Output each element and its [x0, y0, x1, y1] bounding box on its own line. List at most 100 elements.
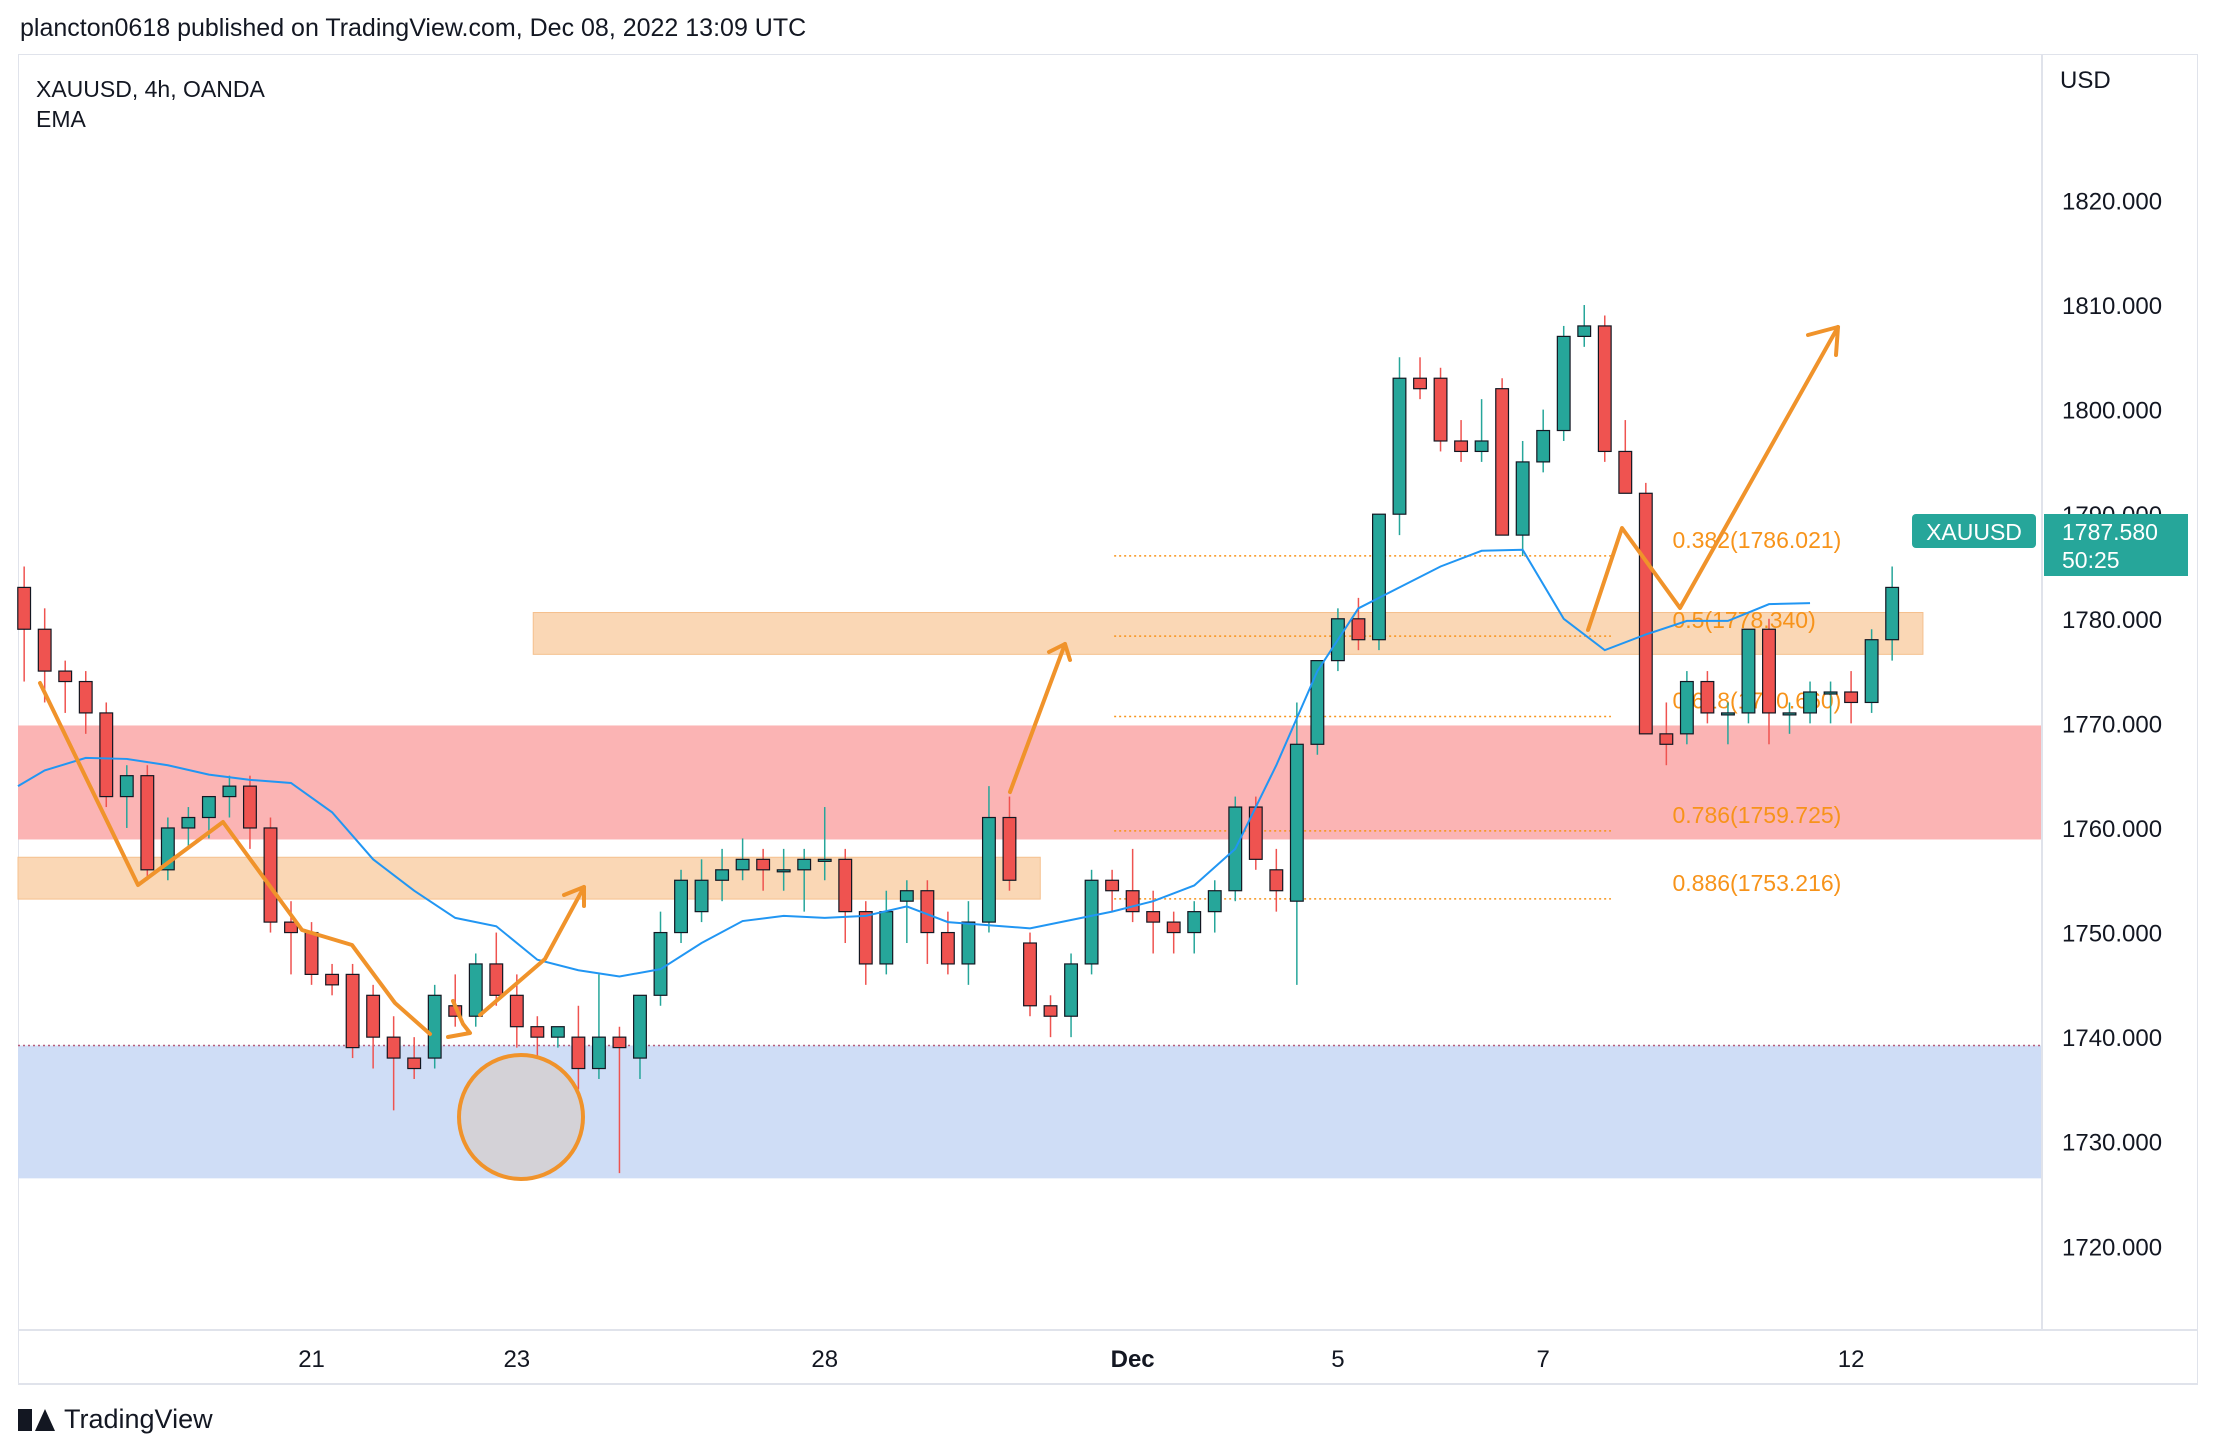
demand-zone[interactable]: [18, 1045, 2042, 1179]
candle-body[interactable]: [1454, 440, 1469, 453]
candle-body[interactable]: [386, 1036, 401, 1059]
candle-body[interactable]: [119, 775, 134, 798]
candle-body[interactable]: [1084, 879, 1099, 965]
candle-body[interactable]: [817, 858, 832, 862]
candle-body[interactable]: [99, 712, 114, 798]
candle-body[interactable]: [1700, 680, 1715, 714]
supply-zone-lower[interactable]: [17, 856, 1041, 900]
candle-body[interactable]: [612, 1036, 627, 1049]
candle-body[interactable]: [940, 931, 955, 965]
candle-body[interactable]: [1105, 879, 1120, 892]
candle-body[interactable]: [366, 994, 381, 1038]
candle-body[interactable]: [1207, 890, 1222, 913]
candle-body[interactable]: [1187, 911, 1202, 934]
candle-body[interactable]: [242, 785, 257, 829]
candle-body[interactable]: [78, 680, 93, 714]
candle-body[interactable]: [797, 858, 812, 871]
candle-body[interactable]: [222, 785, 237, 798]
candle-body[interactable]: [1372, 513, 1386, 641]
candle-body[interactable]: [633, 994, 647, 1059]
candle-body[interactable]: [1474, 440, 1489, 453]
candle-body[interactable]: [1310, 660, 1325, 745]
candle-body[interactable]: [181, 816, 196, 829]
candle-body[interactable]: [1413, 377, 1427, 390]
candle-body[interactable]: [1495, 388, 1510, 536]
candle-body[interactable]: [1002, 816, 1017, 881]
candle-body[interactable]: [1782, 712, 1797, 716]
candle-body[interactable]: [1762, 628, 1776, 714]
candle-body[interactable]: [1166, 921, 1181, 934]
time-tick-label: 5: [1331, 1346, 1344, 1373]
candle-body[interactable]: [1638, 492, 1653, 735]
candle-body[interactable]: [1885, 586, 1900, 641]
tradingview-logo[interactable]: TradingView: [18, 1404, 213, 1435]
red-zone[interactable]: [18, 725, 2042, 840]
candle-body[interactable]: [201, 795, 216, 819]
candle-body[interactable]: [1064, 963, 1079, 1017]
candle-body[interactable]: [1659, 733, 1674, 745]
candle-body[interactable]: [1536, 429, 1551, 463]
candle-body[interactable]: [1720, 712, 1735, 716]
candle-body[interactable]: [653, 931, 668, 996]
price-tick-label: 1730.000: [2062, 1130, 2162, 1157]
candle-body[interactable]: [1269, 869, 1284, 892]
symbol-info[interactable]: XAUUSD, 4h, OANDA: [36, 76, 265, 102]
candle-body[interactable]: [1289, 743, 1304, 902]
candle-body[interactable]: [735, 858, 750, 871]
candle-body[interactable]: [550, 1026, 565, 1038]
candle-body[interactable]: [1864, 639, 1879, 704]
candle-body[interactable]: [489, 963, 504, 996]
candle-body[interactable]: [694, 879, 709, 913]
tradingview-brand-text: TradingView: [64, 1404, 213, 1434]
supply-zone-upper[interactable]: [532, 612, 1924, 655]
candle-body[interactable]: [1351, 618, 1366, 641]
candle-body[interactable]: [140, 775, 155, 871]
candle-body[interactable]: [1844, 691, 1859, 704]
candle-body[interactable]: [879, 911, 894, 965]
candle-body[interactable]: [1392, 377, 1407, 515]
candle-body[interactable]: [1433, 377, 1448, 442]
candle-body[interactable]: [838, 858, 853, 913]
candle-body[interactable]: [674, 879, 688, 934]
candle-body[interactable]: [345, 973, 360, 1049]
candle-body[interactable]: [1515, 461, 1530, 536]
candle-body[interactable]: [509, 994, 524, 1028]
candle-body[interactable]: [1823, 691, 1838, 695]
candle-body[interactable]: [571, 1036, 586, 1070]
candle-body[interactable]: [1146, 911, 1161, 923]
candle-body[interactable]: [1556, 335, 1571, 432]
price-badge-symbol-bg: [1912, 514, 2036, 548]
candle-body[interactable]: [304, 931, 319, 975]
candle-body[interactable]: [981, 816, 996, 923]
candle-body[interactable]: [37, 628, 52, 672]
candle-body[interactable]: [1597, 325, 1612, 453]
candle-body[interactable]: [1577, 325, 1592, 337]
candle-body[interactable]: [58, 670, 73, 683]
candle-body[interactable]: [1023, 942, 1037, 1007]
candle-body[interactable]: [284, 921, 298, 934]
candle-body[interactable]: [1803, 691, 1818, 714]
candle-body[interactable]: [17, 586, 32, 630]
candle-body[interactable]: [530, 1026, 545, 1038]
candle-body[interactable]: [1741, 628, 1756, 714]
candle-body[interactable]: [858, 911, 873, 965]
candle-body[interactable]: [468, 963, 483, 1017]
candle-body[interactable]: [1043, 1005, 1058, 1017]
candle-body[interactable]: [263, 827, 278, 923]
candle-body[interactable]: [776, 869, 791, 873]
candle-body[interactable]: [407, 1057, 422, 1070]
candle-body[interactable]: [715, 869, 730, 881]
candle-body[interactable]: [1618, 450, 1633, 494]
indicator-label-ema[interactable]: EMA: [36, 106, 86, 132]
drawn-zigzag-left: [38, 681, 432, 1036]
price-badge-price-bg: [2044, 514, 2188, 576]
candle-body[interactable]: [591, 1036, 606, 1070]
candle-body[interactable]: [325, 973, 340, 986]
price-badge: XAUUSD 1787.580 50:25: [1912, 514, 2188, 576]
candle-body[interactable]: [756, 858, 771, 871]
candle-body[interactable]: [899, 890, 914, 902]
candle-body[interactable]: [961, 921, 976, 965]
candle-body[interactable]: [427, 994, 442, 1059]
candle-body[interactable]: [1679, 680, 1694, 735]
